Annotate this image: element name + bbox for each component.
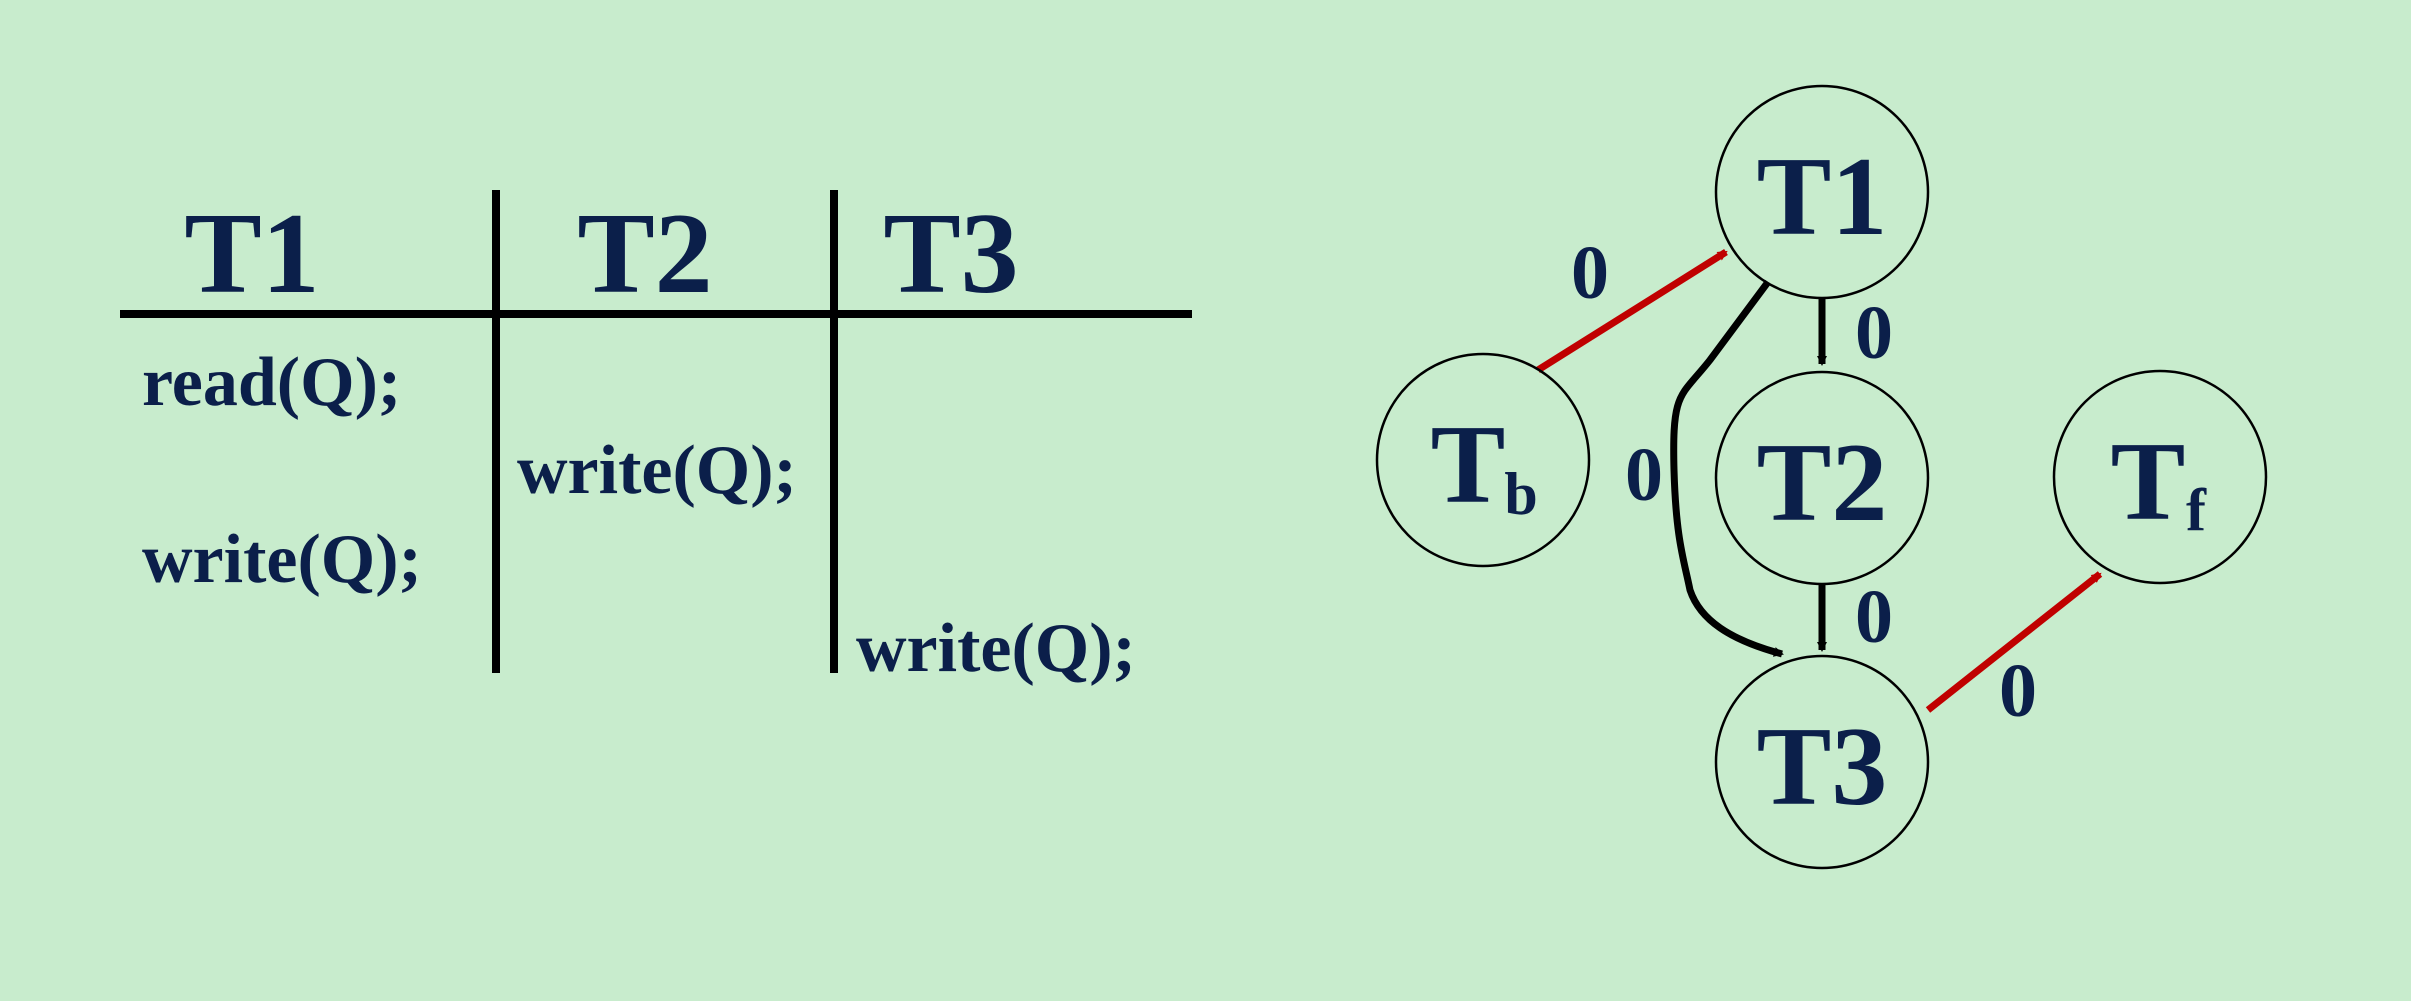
node-t3: T3	[1714, 654, 1930, 870]
edge-weight-t1-t3: 0	[1625, 433, 1663, 517]
column-header-t1: T1	[184, 190, 319, 318]
operation-t2-write: write(Q);	[517, 432, 797, 509]
node-t1: T1	[1714, 84, 1930, 300]
node-tb: T b	[1375, 352, 1591, 568]
operation-t1-write: write(Q);	[142, 521, 422, 598]
edge-weight-tb-t1: 0	[1571, 231, 1609, 315]
edge-t1-t3	[1670, 279, 1784, 658]
node-tf-subscript: f	[2186, 477, 2207, 543]
column-header-t2: T2	[577, 190, 712, 318]
operation-t3-write: write(Q);	[856, 610, 1136, 687]
column-header-t3: T3	[883, 190, 1018, 318]
edge-weight-t3-tf: 0	[1999, 649, 2037, 733]
node-t3-label: T3	[1757, 705, 1888, 829]
edge-weight-t1-t2: 0	[1855, 291, 1893, 375]
edge-weight-t2-t3: 0	[1855, 575, 1893, 659]
operation-t1-read: read(Q);	[142, 344, 401, 421]
node-tf-label: T	[2111, 420, 2186, 544]
precedence-graph: 0 0 0 0 0 T1 T2 T3 T b T f	[1375, 84, 2268, 870]
schedule-table: T1 T2 T3 read(Q); write(Q); write(Q); wr…	[120, 190, 1192, 687]
edge-tb-t1	[1536, 249, 1728, 373]
node-tb-subscript: b	[1504, 461, 1537, 527]
node-tf: T f	[2052, 369, 2268, 585]
node-t2-label: T2	[1757, 421, 1888, 545]
node-t1-label: T1	[1757, 135, 1888, 259]
edge-t3-tf	[1925, 571, 2103, 713]
node-t2: T2	[1714, 370, 1930, 586]
node-tb-label: T	[1431, 403, 1506, 527]
